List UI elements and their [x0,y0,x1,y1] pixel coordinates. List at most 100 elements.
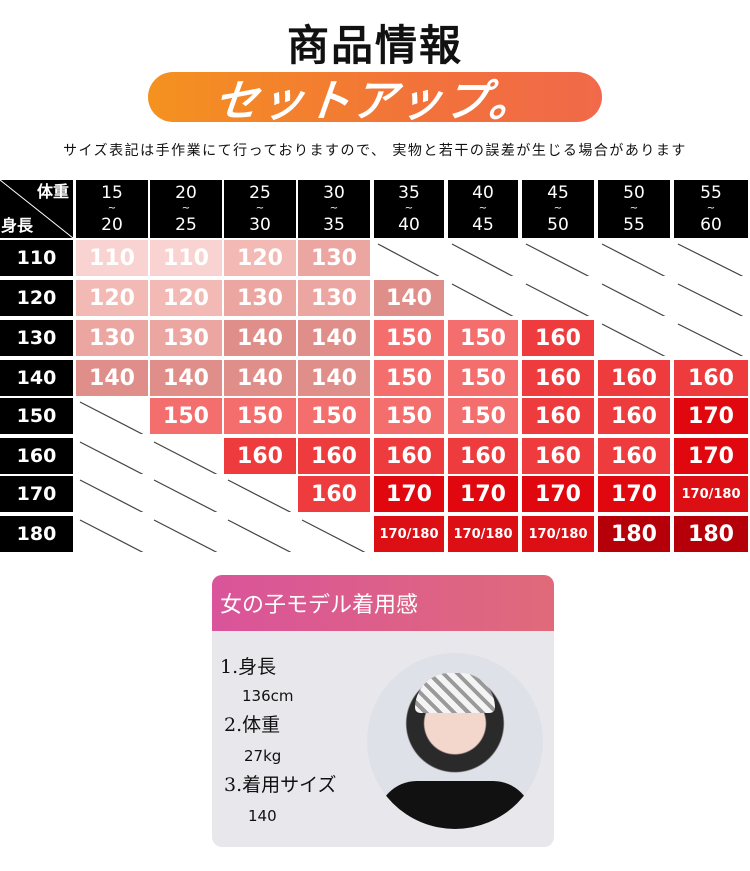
tilde: ~ [553,203,563,214]
height-value: 120 [16,287,57,309]
not-applicable-cell [76,438,148,474]
diagonal-line [601,283,666,316]
size-value: 160 [535,443,581,469]
diagonal-line [601,243,666,276]
size-cell: 140 [298,320,370,356]
size-value: 140 [311,365,357,391]
size-cell: 150 [150,398,222,434]
size-value: 150 [237,403,283,429]
size-value: 170 [535,481,581,507]
size-value: 180 [688,521,734,547]
size-cell: 140 [374,280,444,316]
size-cell: 160 [448,438,518,474]
weight-to: 20 [101,215,123,235]
size-cell: 170 [674,438,748,474]
size-cell: 140 [76,360,148,396]
size-cell: 150 [298,398,370,434]
size-value: 160 [535,325,581,351]
size-cell: 160 [522,438,594,474]
size-cell: 160 [298,476,370,512]
size-cell: 160 [522,320,594,356]
size-cell: 160 [522,398,594,434]
weight-from: 20 [175,183,197,203]
not-applicable-cell [674,320,748,356]
size-cell: 160 [522,360,594,396]
size-value: 150 [311,403,357,429]
height-value: 130 [16,327,57,349]
size-cell: 180 [598,516,670,552]
diagonal-line [153,441,218,474]
not-applicable-cell [674,280,748,316]
size-cell: 180 [674,516,748,552]
size-value: 170 [611,481,657,507]
page-title: 商品情報 [286,21,463,70]
model-size-value: 140 [248,807,277,825]
weight-from: 50 [623,183,645,203]
diagonal-line [601,323,666,356]
size-value: 150 [163,403,209,429]
diagonal-line [677,283,744,316]
not-applicable-cell [598,280,670,316]
size-cell: 140 [150,360,222,396]
model-card-heading: 女の子モデル着用感 [212,575,554,631]
size-cell: 120 [150,280,222,316]
tilde: ~ [255,203,265,214]
size-value: 120 [163,285,209,311]
size-cell: 170/180 [674,476,748,512]
size-cell: 110 [150,240,222,276]
size-value: 110 [163,245,209,271]
not-applicable-cell [522,280,594,316]
weight-from: 25 [249,183,271,203]
diagonal-line [153,479,218,512]
table-corner: 体重 身長 [0,180,73,238]
diagonal-line [79,401,144,434]
not-applicable-cell [224,516,296,552]
size-value: 160 [611,443,657,469]
size-cell: 150 [374,360,444,396]
size-cell: 150 [374,320,444,356]
size-value: 160 [688,365,734,391]
weight-range-header: 40 ~45 [448,180,518,238]
diagonal-line [525,283,590,316]
weight-to: 45 [472,215,494,235]
size-value: 110 [89,245,135,271]
weight-range-header: 30 ~35 [298,180,370,238]
weight-range-header: 55 ~60 [674,180,748,238]
weight-range-header: 35 ~40 [374,180,444,238]
weight-range-header: 15 ~20 [76,180,148,238]
height-row-header: 130 [0,320,73,356]
not-applicable-cell [298,516,370,552]
size-value: 160 [535,365,581,391]
size-cell: 160 [298,438,370,474]
size-value: 170/180 [453,526,513,542]
not-applicable-cell [76,476,148,512]
not-applicable-cell [598,240,670,276]
size-value: 170/180 [379,526,439,542]
size-value: 160 [386,443,432,469]
diagonal-line [153,519,218,552]
size-value: 140 [237,325,283,351]
model-card: 女の子モデル着用感 1.身長 136cm 2.体重 27kg 3.着用サイズ 1… [212,575,554,847]
size-value: 150 [460,325,506,351]
height-value: 180 [16,523,57,545]
size-value: 150 [386,365,432,391]
size-cell: 130 [298,240,370,276]
weight-to: 55 [623,215,645,235]
corner-weight-label: 体重 [36,182,69,201]
size-cell: 160 [598,438,670,474]
tilde: ~ [404,203,414,214]
size-cell: 130 [76,320,148,356]
size-cell: 130 [224,280,296,316]
size-value: 140 [237,365,283,391]
size-value: 170 [688,443,734,469]
diagonal-line [79,441,144,474]
weight-from: 40 [472,183,494,203]
not-applicable-cell [150,516,222,552]
size-cell: 170 [522,476,594,512]
size-cell: 120 [76,280,148,316]
size-cell: 150 [448,398,518,434]
size-cell: 140 [224,320,296,356]
tilde: ~ [107,203,117,214]
size-value: 130 [89,325,135,351]
not-applicable-cell [448,240,518,276]
